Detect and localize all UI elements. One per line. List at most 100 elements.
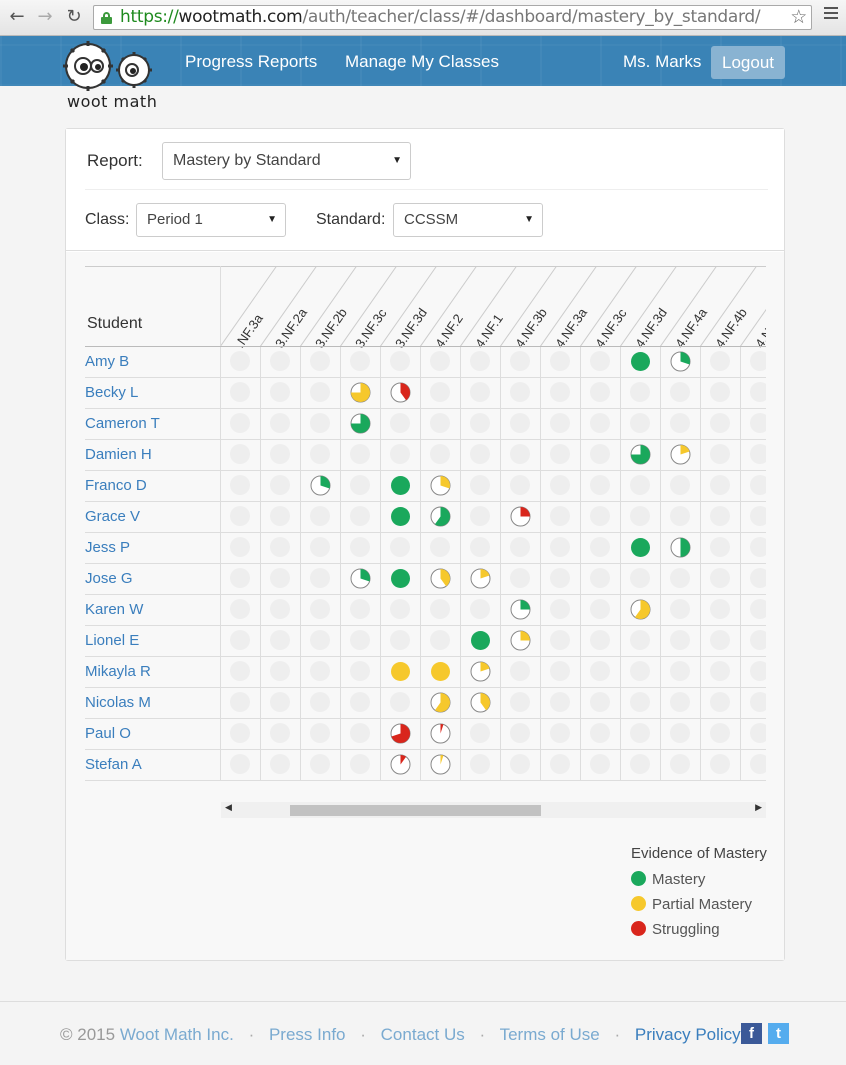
column-header-3-nf-2a[interactable]: 3.NF.2a: [272, 305, 310, 351]
mastery-indicator-partial[interactable]: [470, 692, 491, 713]
student-name-link[interactable]: Karen W: [85, 601, 144, 618]
scroll-left-icon[interactable]: ◀: [225, 803, 232, 813]
mastery-indicator-mastery[interactable]: [390, 568, 410, 588]
empty-indicator: [710, 599, 730, 619]
empty-indicator: [590, 599, 610, 619]
student-name-link[interactable]: Cameron T: [85, 415, 160, 432]
logout-button[interactable]: Logout: [711, 46, 785, 79]
mastery-indicator-mastery[interactable]: [350, 568, 371, 589]
empty-indicator: [270, 351, 290, 371]
column-header-4-nf-4b[interactable]: 4.NF.4b: [712, 305, 750, 351]
empty-indicator: [590, 444, 610, 464]
mastery-indicator-struggling[interactable]: [430, 723, 451, 744]
empty-indicator: [230, 630, 250, 650]
footer-terms-link[interactable]: Terms of Use: [499, 1025, 600, 1044]
column-header-4-nf-3c[interactable]: 4.NF.3c: [592, 305, 630, 351]
nav-progress-reports[interactable]: Progress Reports: [185, 52, 318, 71]
mastery-indicator-mastery[interactable]: [510, 599, 531, 620]
mastery-indicator-struggling[interactable]: [510, 506, 531, 527]
empty-indicator: [750, 506, 766, 526]
nav-manage-my-classes[interactable]: Manage My Classes: [345, 52, 500, 71]
student-name-link[interactable]: Jose G: [85, 570, 133, 587]
empty-indicator: [750, 723, 766, 743]
scroll-right-icon[interactable]: ▶: [755, 803, 762, 813]
mastery-indicator-mastery[interactable]: [310, 475, 331, 496]
empty-indicator: [230, 475, 250, 495]
column-header-4-nf-3b[interactable]: 4.NF.3b: [512, 305, 550, 351]
mastery-indicator-mastery[interactable]: [630, 351, 650, 371]
mastery-indicator-mastery[interactable]: [630, 537, 650, 557]
forward-icon[interactable]: →: [37, 6, 53, 27]
student-name-link[interactable]: Grace V: [85, 508, 141, 525]
student-name-link[interactable]: Stefan A: [85, 756, 142, 773]
twitter-icon[interactable]: t: [768, 1023, 789, 1044]
student-name-link[interactable]: Nicolas M: [85, 694, 151, 711]
student-name-link[interactable]: Amy B: [85, 353, 130, 370]
empty-indicator: [630, 382, 650, 402]
standard-select[interactable]: CCSSM ▼: [393, 203, 543, 237]
mastery-indicator-struggling[interactable]: [390, 754, 411, 775]
mastery-indicator-mastery[interactable]: [630, 444, 651, 465]
footer-contact-us-link[interactable]: Contact Us: [380, 1025, 465, 1044]
scrollbar-thumb[interactable]: [290, 805, 541, 816]
empty-indicator: [550, 599, 570, 619]
footer-press-info-link[interactable]: Press Info: [268, 1025, 346, 1044]
mastery-indicator-mastery[interactable]: [670, 537, 691, 558]
back-icon[interactable]: ←: [9, 6, 25, 27]
student-name-link[interactable]: Damien H: [85, 446, 152, 463]
horizontal-scrollbar[interactable]: ◀ ▶: [221, 802, 766, 818]
student-name-link[interactable]: Jess P: [85, 539, 131, 556]
reload-icon[interactable]: ↻: [66, 6, 82, 27]
empty-indicator: [630, 692, 650, 712]
column-header-4-nf-4a[interactable]: 4.NF.4a: [672, 305, 710, 351]
mastery-indicator-partial[interactable]: [430, 475, 451, 496]
address-bar[interactable]: https://wootmath.com/auth/teacher/class/…: [93, 5, 812, 30]
mastery-indicator-partial[interactable]: [670, 444, 691, 465]
report-select[interactable]: Mastery by Standard ▼: [162, 142, 411, 180]
column-header-4-nf-3d[interactable]: 4.NF.3d: [632, 305, 670, 351]
mastery-indicator-partial[interactable]: [510, 630, 531, 651]
student-name-link[interactable]: Franco D: [85, 477, 147, 494]
user-name[interactable]: Ms. Marks: [623, 52, 702, 71]
mastery-indicator-partial[interactable]: [430, 692, 451, 713]
mastery-indicator-partial[interactable]: [430, 661, 450, 681]
empty-indicator: [470, 506, 490, 526]
mastery-indicator-struggling[interactable]: [390, 382, 411, 403]
mastery-indicator-partial[interactable]: [630, 599, 651, 620]
mastery-indicator-partial[interactable]: [390, 661, 410, 681]
column-header-3-nf-3c[interactable]: 3.NF.3c: [352, 305, 390, 351]
woot-math-logo[interactable]: woot math: [62, 38, 162, 114]
mastery-indicator-partial[interactable]: [430, 568, 451, 589]
empty-indicator: [390, 630, 410, 650]
mastery-indicator-partial[interactable]: [430, 754, 451, 775]
class-select[interactable]: Period 1 ▼: [136, 203, 286, 237]
student-name-link[interactable]: Paul O: [85, 725, 131, 742]
mastery-indicator-partial[interactable]: [350, 382, 371, 403]
footer-privacy-link[interactable]: Privacy Policy: [634, 1025, 741, 1044]
mastery-indicator-mastery[interactable]: [670, 351, 691, 372]
bookmark-star-icon[interactable]: ☆: [790, 6, 807, 28]
mastery-indicator-mastery[interactable]: [350, 413, 371, 434]
facebook-icon[interactable]: f: [741, 1023, 762, 1044]
mastery-indicator-mastery[interactable]: [390, 506, 410, 526]
mastery-grid[interactable]: Student .NF.3a 3.NF.2a 3.NF.2b 3.NF.3c 3.NF.…: [85, 266, 766, 782]
column-header-3-nf-3d[interactable]: 3.NF.3d: [392, 305, 430, 351]
mastery-indicator-mastery[interactable]: [390, 475, 410, 495]
empty-indicator: [510, 351, 530, 371]
student-name-link[interactable]: Becky L: [85, 384, 139, 401]
report-panel: Report: Mastery by Standard ▼ Class: Per…: [65, 128, 785, 961]
mastery-indicator-partial[interactable]: [470, 661, 491, 682]
empty-indicator: [470, 382, 490, 402]
student-name-link[interactable]: Lionel E: [85, 632, 140, 649]
mastery-indicator-mastery[interactable]: [430, 506, 451, 527]
mastery-indicator-mastery[interactable]: [470, 630, 490, 650]
column-header-4-nf-3a[interactable]: 4.NF.3a: [552, 305, 590, 351]
empty-indicator: [710, 723, 730, 743]
grid-top-border: [85, 266, 766, 267]
mastery-indicator-partial[interactable]: [470, 568, 491, 589]
student-name-link[interactable]: Mikayla R: [85, 663, 151, 680]
footer-company-link[interactable]: Woot Math Inc.: [119, 1025, 234, 1044]
mastery-indicator-struggling[interactable]: [390, 723, 411, 744]
column-header-3-nf-2b[interactable]: 3.NF.2b: [312, 305, 350, 351]
browser-menu-icon[interactable]: [824, 7, 838, 21]
